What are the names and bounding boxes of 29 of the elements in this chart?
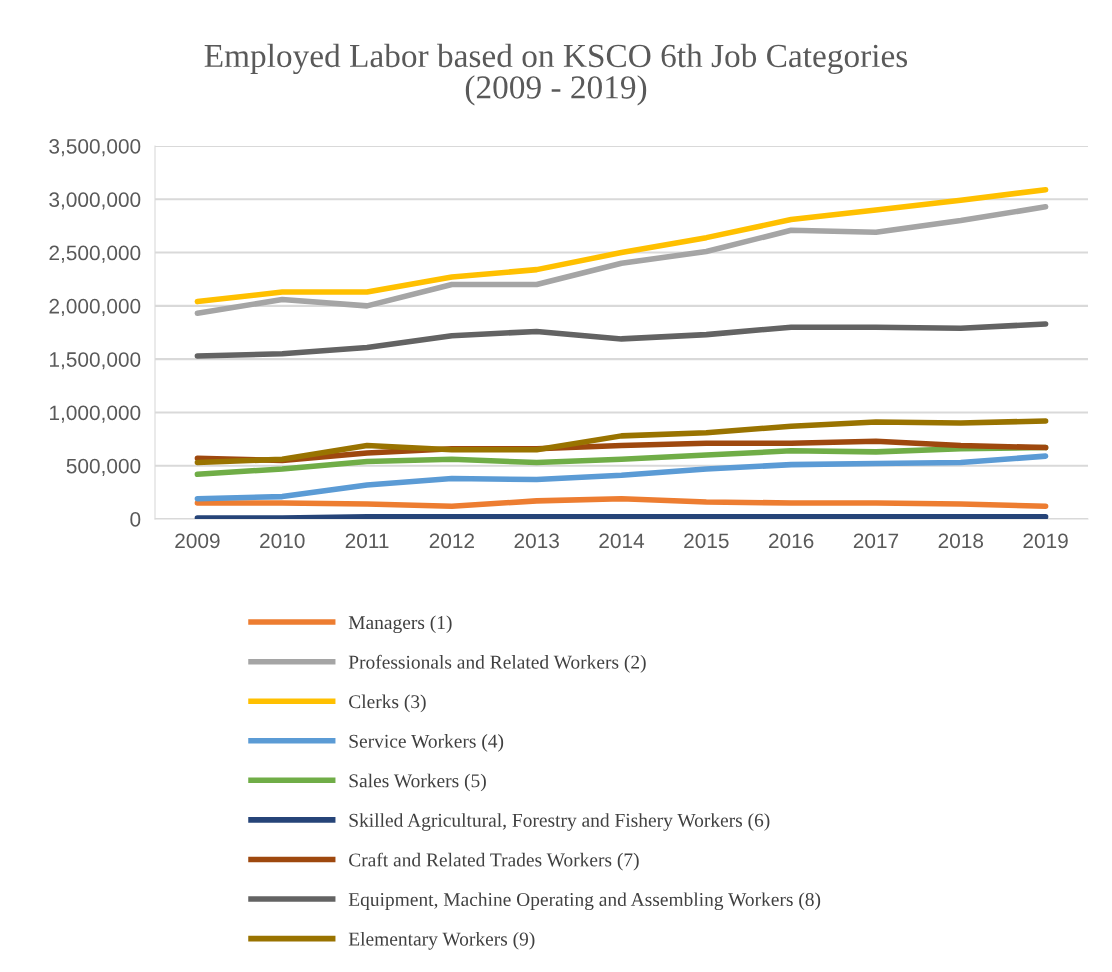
legend-label: Craft and Related Trades Workers (7) xyxy=(349,852,639,871)
legend-label: Sales Workers (5) xyxy=(349,773,486,792)
x-tick-label: 2017 xyxy=(853,533,899,549)
x-tick-label: 2016 xyxy=(769,533,814,549)
y-tick-label: 3,500,000 xyxy=(49,139,141,157)
x-tick-label: 2015 xyxy=(684,533,729,549)
legend-label: Professionals and Related Workers (2) xyxy=(348,654,646,673)
y-tick-label: 2,000,000 xyxy=(49,298,141,317)
legend-label: Equipment, Machine Operating and Assembling Workers (8) xyxy=(348,892,821,911)
legend-label: Elementary Workers (9) xyxy=(348,931,535,950)
y-tick-label: 500,000 xyxy=(66,458,141,476)
y-tick-label: 1,000,000 xyxy=(50,405,141,423)
y-tick-label: 2,500,000 xyxy=(49,245,141,263)
legend-label: Skilled Agricultural, Forestry and Fishery Workers (6) xyxy=(349,813,770,831)
legend-label: Managers (1) xyxy=(348,615,452,634)
x-tick-label: 2019 xyxy=(1023,533,1068,549)
x-tick-label: 2010 xyxy=(260,533,305,549)
legend-label: Clerks (3) xyxy=(349,694,426,713)
y-tick-label: 0 xyxy=(130,512,141,527)
y-tick-label: 3,000,000 xyxy=(49,192,141,210)
legend-label: Service Workers (4) xyxy=(349,734,504,752)
x-tick-label: 2018 xyxy=(938,533,984,549)
y-tick-label: 1,500,000 xyxy=(50,352,141,370)
x-tick-label: 2013 xyxy=(514,533,559,549)
chart-title: Employed Labor based on KSCO 6th Job Categories (2009 - 2019) xyxy=(204,43,908,106)
x-tick-label: 2009 xyxy=(175,533,220,549)
x-tick-label: 2011 xyxy=(345,533,389,549)
x-tick-label: 2014 xyxy=(599,533,645,549)
x-tick-label: 2012 xyxy=(429,533,474,549)
